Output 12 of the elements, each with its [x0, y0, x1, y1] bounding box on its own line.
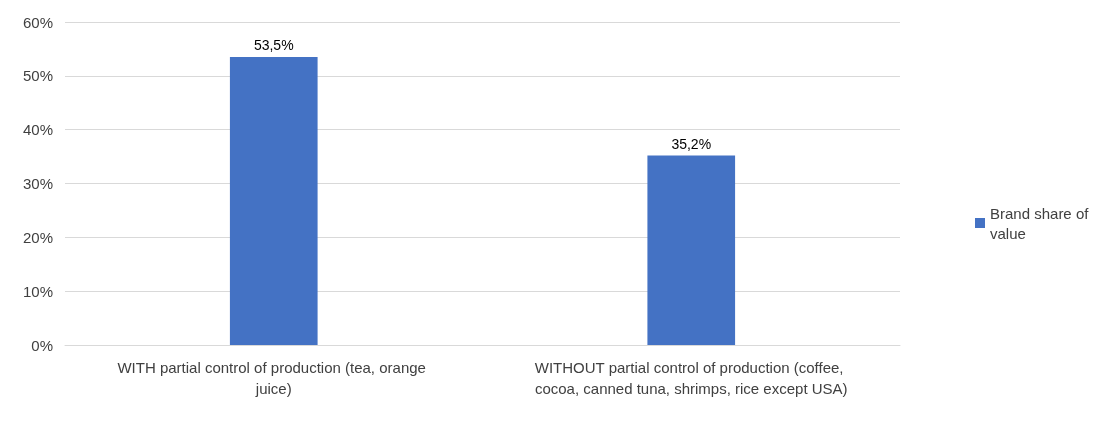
y-tick-label: 10% [22, 282, 53, 300]
x-tick-label: WITH partial control of production (tea, orange juice) [117, 359, 431, 397]
x-tick-label: WITHOUT partial control of production (coffee, cocoa, canned tuna, shrimps, rice except USA) [534, 359, 848, 397]
data-label: 35,2% [671, 135, 712, 152]
y-tick-label: 50% [22, 67, 53, 85]
y-tick-label: 30% [22, 175, 53, 192]
legend-label: Brand share of value [990, 204, 1093, 242]
y-tick-label: 60% [22, 13, 53, 31]
y-tick-label: 20% [22, 228, 53, 246]
y-tick-label: 0% [31, 336, 53, 354]
data-label: 53,5% [253, 36, 294, 53]
y-tick-label: 40% [22, 121, 53, 139]
